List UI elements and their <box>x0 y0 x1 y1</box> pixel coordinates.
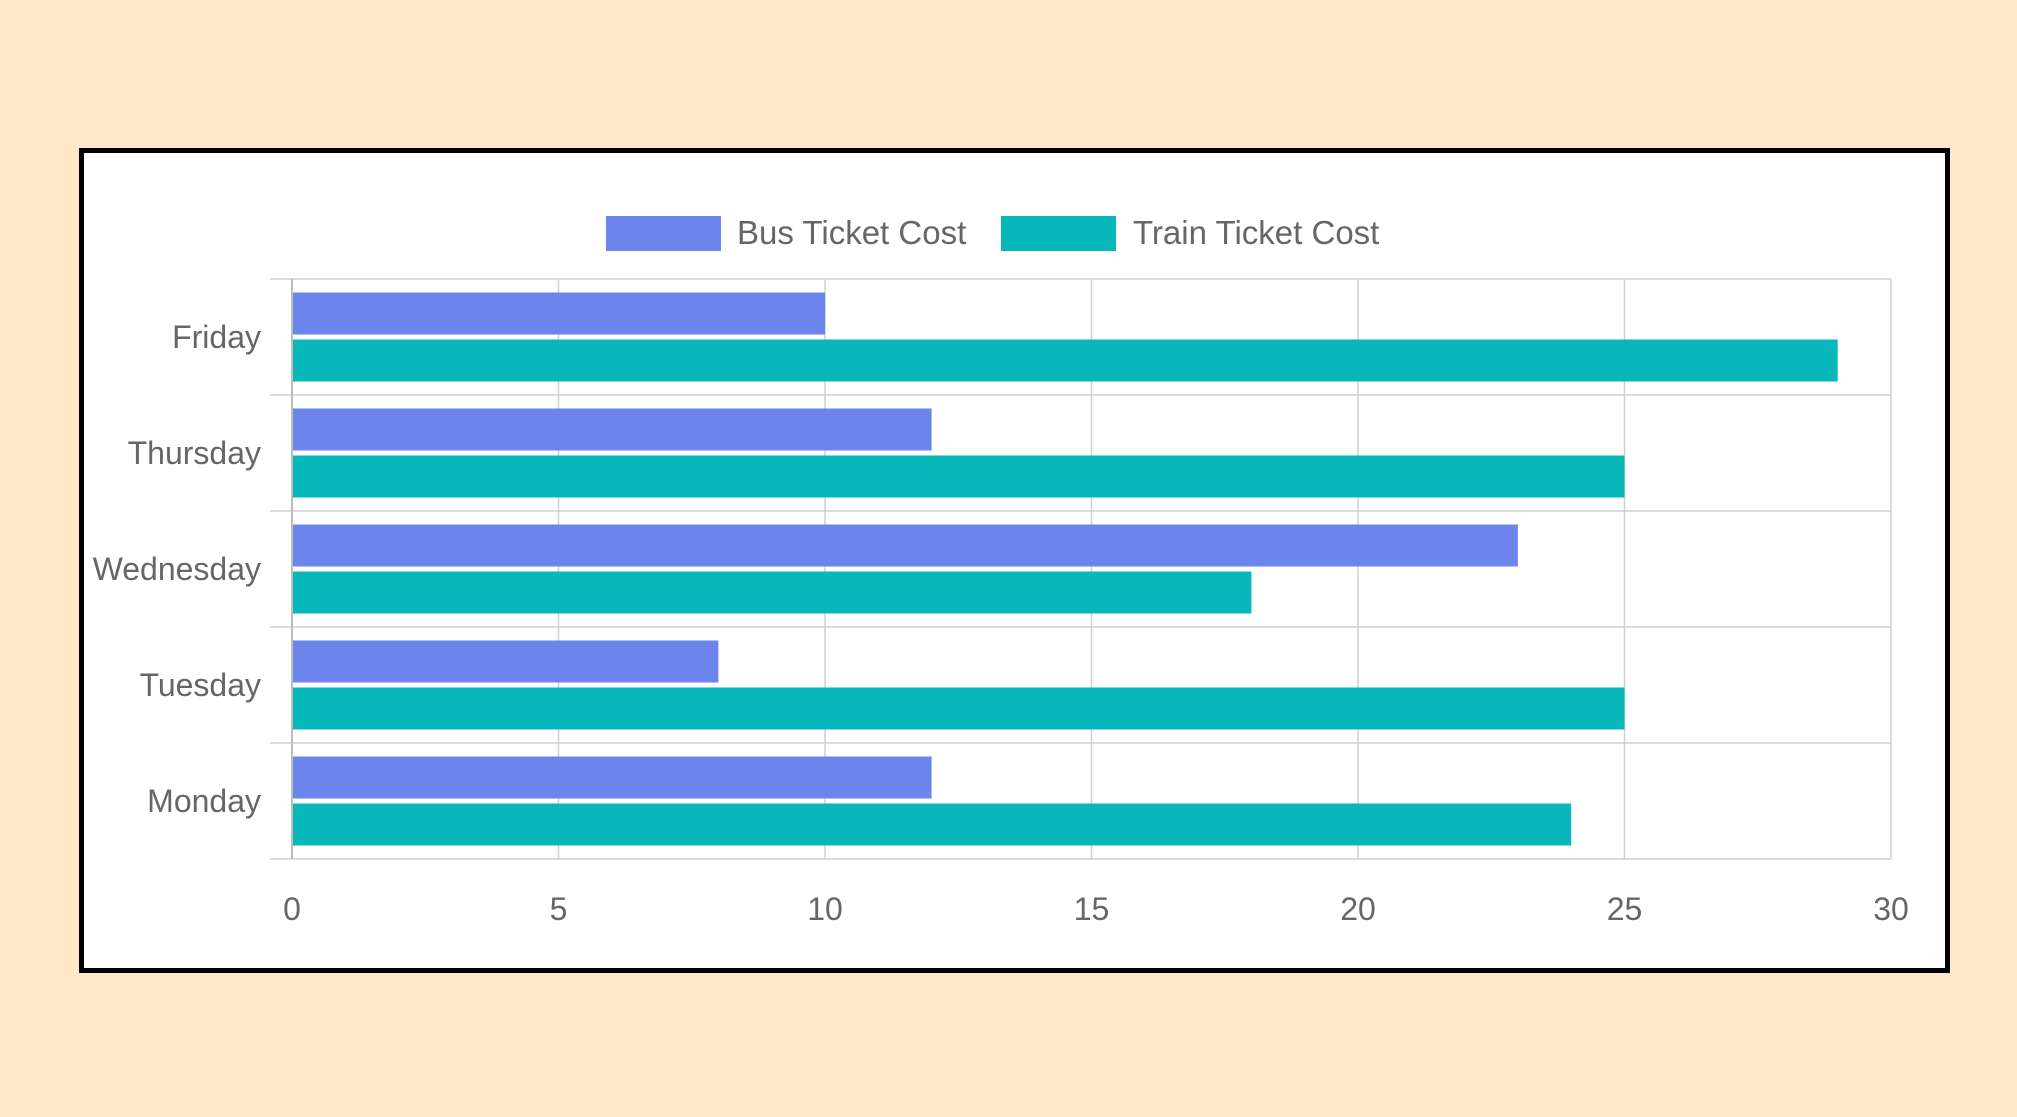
y-tick-label: Monday <box>147 783 261 819</box>
bars <box>293 292 1838 846</box>
grid <box>270 278 1892 860</box>
bar-train <box>293 687 1625 730</box>
x-tick-label: 5 <box>550 891 568 927</box>
bar-bus <box>293 524 1518 567</box>
bar-train <box>293 455 1625 498</box>
x-tick-label: 10 <box>807 891 843 927</box>
y-tick-label: Friday <box>172 319 261 355</box>
bar-bus <box>293 640 719 683</box>
legend-swatch-train <box>1001 216 1116 251</box>
x-tick-label: 30 <box>1873 891 1909 927</box>
x-tick-label: 20 <box>1340 891 1376 927</box>
y-tick-label: Tuesday <box>139 667 261 703</box>
x-tick-label: 15 <box>1074 891 1110 927</box>
x-tick-label: 0 <box>283 891 301 927</box>
legend-label-train: Train Ticket Cost <box>1133 214 1379 251</box>
bar-train <box>293 571 1252 614</box>
bar-bus <box>293 408 932 451</box>
bar-train <box>293 339 1838 382</box>
x-tick-label: 25 <box>1607 891 1643 927</box>
bar-train <box>293 803 1572 846</box>
legend: Bus Ticket Cost Train Ticket Cost <box>606 214 1379 251</box>
y-tick-label: Wednesday <box>93 551 261 587</box>
bar-bus <box>293 756 932 799</box>
bar-bus <box>293 292 825 335</box>
legend-swatch-bus <box>606 216 721 251</box>
legend-label-bus: Bus Ticket Cost <box>737 214 966 251</box>
y-tick-label: Thursday <box>128 435 261 471</box>
axis-labels: 0 5 10 15 20 25 30 Friday Thursday Wednesday Tuesd… <box>93 319 1909 927</box>
